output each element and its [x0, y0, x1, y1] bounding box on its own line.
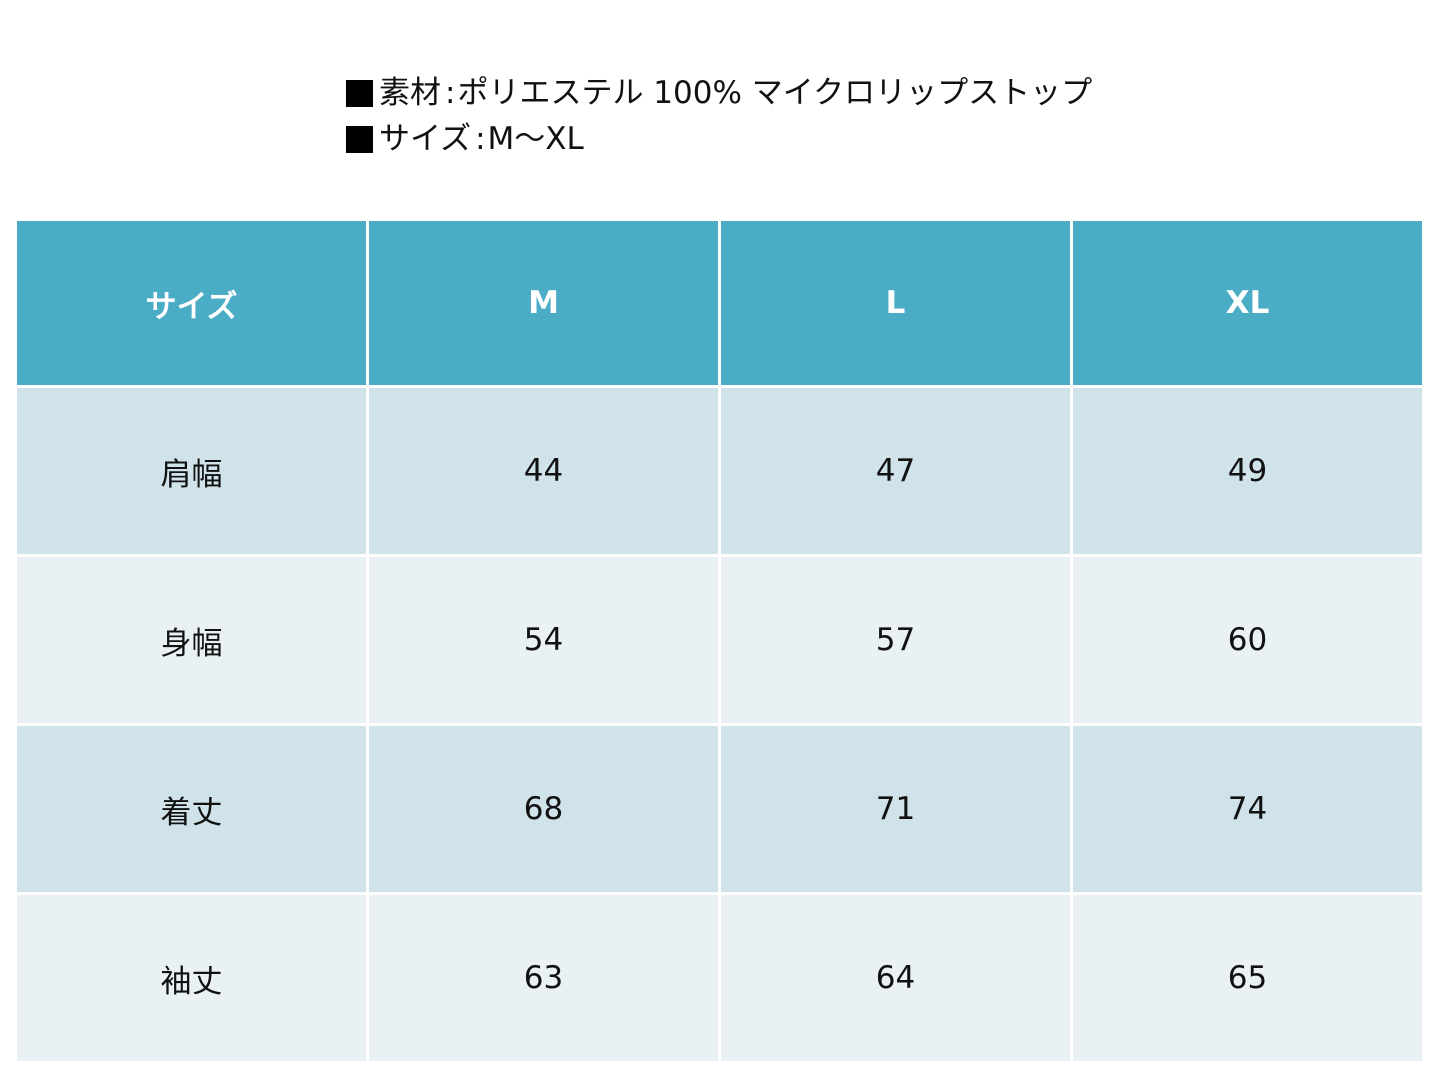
table-row-shoulder: 肩幅 44 47 49: [17, 388, 1422, 554]
size-colon: :: [475, 121, 486, 157]
material-label: 素材: [379, 75, 441, 111]
cell-shoulder-m: 44: [369, 388, 718, 554]
black-square-bullet-icon: [346, 125, 373, 153]
header-size-l: L: [721, 221, 1070, 385]
table-header-row: サイズ M L XL: [17, 221, 1422, 385]
header-size-m: M: [369, 221, 718, 385]
material-value: ポリエステル 100% マイクロリップストップ: [457, 75, 1093, 111]
size-chart-table: サイズ M L XL 肩幅 44 47 49 身幅 54 57 60 着丈 68…: [14, 218, 1425, 1064]
cell-length-xl: 74: [1073, 726, 1422, 892]
header-size-label: サイズ: [17, 221, 366, 385]
row-label-shoulder: 肩幅: [17, 388, 366, 554]
header-size-xl: XL: [1073, 221, 1422, 385]
material-colon: :: [445, 75, 456, 111]
size-spec-line: サイズ : M～XL: [346, 116, 1246, 162]
cell-shoulder-l: 47: [721, 388, 1070, 554]
row-label-length: 着丈: [17, 726, 366, 892]
black-square-bullet-icon: [346, 79, 373, 107]
cell-shoulder-xl: 49: [1073, 388, 1422, 554]
row-label-chest: 身幅: [17, 557, 366, 723]
cell-sleeve-xl: 65: [1073, 895, 1422, 1061]
table-row-chest: 身幅 54 57 60: [17, 557, 1422, 723]
cell-sleeve-l: 64: [721, 895, 1070, 1061]
cell-chest-xl: 60: [1073, 557, 1422, 723]
cell-sleeve-m: 63: [369, 895, 718, 1061]
material-spec-line: 素材 : ポリエステル 100% マイクロリップストップ: [346, 70, 1246, 116]
table-row-sleeve: 袖丈 63 64 65: [17, 895, 1422, 1061]
size-label: サイズ: [379, 121, 472, 157]
cell-length-m: 68: [369, 726, 718, 892]
table-row-length: 着丈 68 71 74: [17, 726, 1422, 892]
cell-length-l: 71: [721, 726, 1070, 892]
spec-block: 素材 : ポリエステル 100% マイクロリップストップ サイズ : M～XL: [346, 70, 1246, 162]
cell-chest-l: 57: [721, 557, 1070, 723]
size-range-value: M～XL: [487, 121, 584, 157]
cell-chest-m: 54: [369, 557, 718, 723]
row-label-sleeve: 袖丈: [17, 895, 366, 1061]
